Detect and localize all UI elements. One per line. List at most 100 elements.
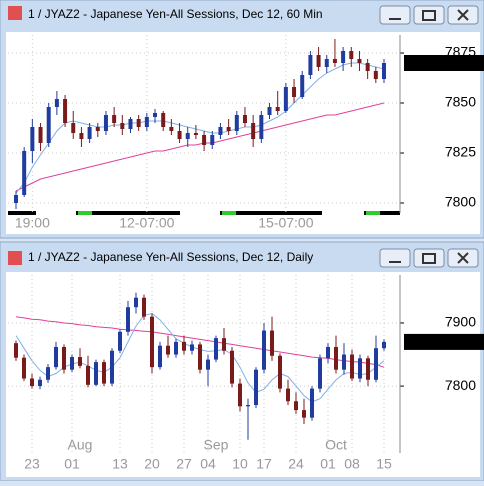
candle-body	[310, 388, 314, 418]
candle-body	[318, 358, 322, 389]
candle-body	[334, 346, 338, 370]
candle-body	[134, 297, 138, 308]
candle-body	[78, 357, 82, 366]
candle-body	[382, 341, 386, 349]
candle-body	[270, 330, 274, 356]
candle-body	[275, 107, 280, 111]
candle-body	[294, 401, 298, 411]
month-label: Aug	[68, 437, 93, 453]
candle-body	[357, 59, 362, 63]
candle-body	[38, 379, 42, 387]
candle-body	[308, 55, 313, 75]
candle-body	[22, 357, 26, 379]
candle-body	[365, 63, 370, 71]
y-tick-label: 7825	[445, 144, 476, 160]
candle-body	[222, 338, 226, 351]
x-tick-label: 24	[288, 456, 304, 472]
last-price-label: 7870	[445, 333, 476, 349]
candle-body	[144, 117, 149, 127]
minimize-button[interactable]	[379, 5, 411, 25]
candle-body	[278, 355, 282, 389]
candle-body	[366, 358, 370, 380]
candle-body	[210, 135, 215, 145]
candle-body	[259, 115, 264, 139]
candle-body	[246, 405, 250, 407]
candle-body	[214, 338, 218, 360]
candle-body	[153, 113, 158, 117]
candle-body	[316, 55, 321, 67]
chart-title: 1 / JYAZ2 - Japanese Yen-All Sessions, D…	[28, 7, 323, 21]
candle-body	[350, 354, 354, 379]
candle-body	[71, 123, 76, 133]
candle-body	[182, 341, 186, 351]
candle-body	[185, 133, 190, 139]
candle-body	[177, 131, 182, 139]
y-tick-label: 7900	[445, 314, 476, 330]
window-icon	[8, 251, 22, 265]
candle-body	[349, 51, 354, 59]
icon	[457, 252, 469, 264]
candle-body	[166, 345, 170, 355]
maximize-button[interactable]	[413, 5, 445, 25]
candle-body	[342, 354, 346, 370]
candle-body	[63, 99, 68, 123]
candle-body	[254, 369, 258, 406]
chart-area	[6, 272, 480, 477]
candle-body	[292, 87, 297, 97]
y-tick-label: 7800	[445, 377, 476, 393]
candle-body	[206, 359, 210, 370]
candle-body	[234, 115, 239, 131]
x-tick-label: 15-07:00	[258, 215, 313, 231]
maximize-button[interactable]	[413, 248, 445, 268]
candle-body	[118, 331, 122, 351]
candle-body	[70, 357, 74, 370]
x-tick-label: 01	[320, 456, 336, 472]
candle-body	[324, 59, 329, 67]
candle-body	[110, 350, 114, 384]
candle-body	[190, 344, 194, 351]
candle-body	[103, 115, 108, 131]
candle-body	[38, 127, 43, 143]
x-tick-label: 17	[256, 456, 272, 472]
candle-body	[95, 127, 100, 131]
candle-body	[283, 87, 288, 111]
candle-body	[326, 346, 330, 359]
x-tick-label: 08	[344, 456, 360, 472]
x-tick-label: 01	[64, 456, 80, 472]
candle-body	[251, 123, 256, 139]
candle-body	[102, 362, 106, 384]
candle-body	[136, 119, 141, 127]
x-tick-label: 04	[200, 456, 216, 472]
icon	[422, 10, 436, 21]
candle-body	[126, 307, 130, 332]
candle-body	[86, 365, 90, 385]
session-bar	[8, 211, 400, 215]
x-tick-label: 10	[232, 456, 248, 472]
candle-body	[169, 127, 174, 131]
candle-body	[14, 195, 18, 203]
candle-body	[267, 107, 272, 115]
candle-body	[30, 127, 35, 151]
candle-body	[193, 133, 198, 135]
last-price-box	[404, 55, 484, 71]
candle-body	[46, 107, 51, 143]
candle-body	[62, 346, 66, 370]
icon	[422, 253, 436, 264]
x-tick-label: 15	[376, 456, 392, 472]
candle-body	[374, 348, 378, 380]
candle-body	[198, 344, 202, 370]
last-price-label: 7870	[445, 54, 476, 70]
candle-body	[112, 115, 117, 123]
x-tick-label: 27	[176, 456, 192, 472]
candle-body	[79, 133, 84, 139]
candle-body	[300, 75, 305, 97]
candle-body	[382, 63, 386, 79]
candle-body	[54, 346, 58, 368]
y-tick-label: 7800	[445, 194, 476, 210]
candle-body	[341, 51, 346, 63]
minimize-button[interactable]	[379, 248, 411, 268]
candle-body	[46, 367, 50, 380]
candle-body	[120, 123, 125, 129]
candle-body	[226, 127, 231, 131]
